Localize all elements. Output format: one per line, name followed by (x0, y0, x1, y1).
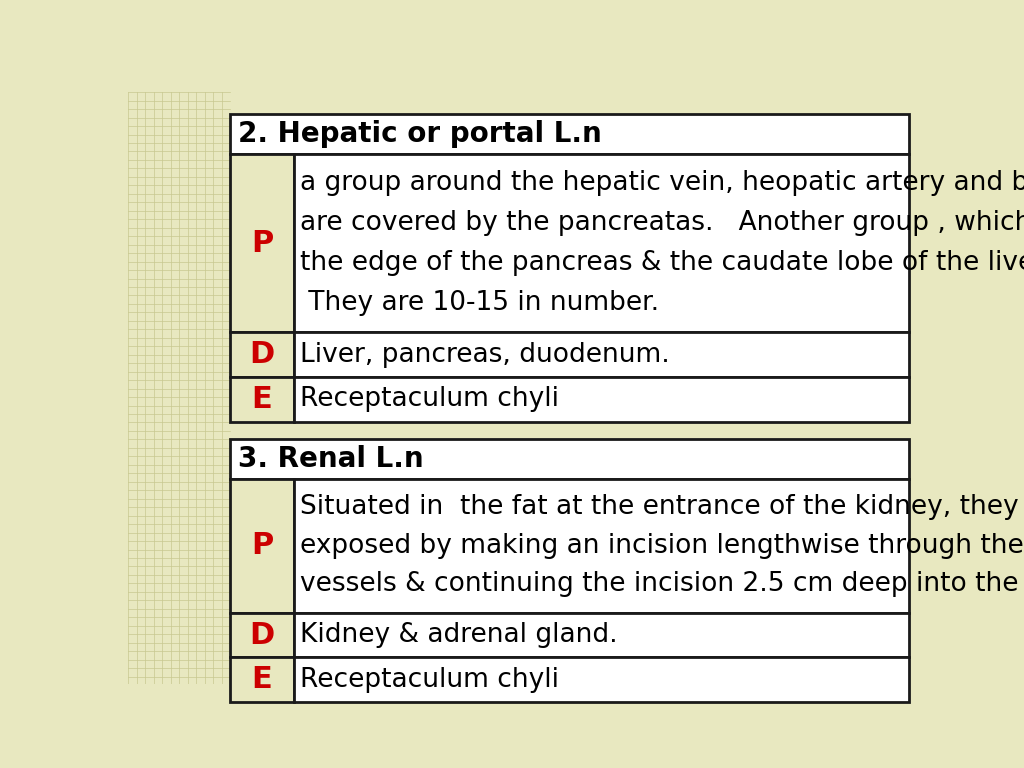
Text: Receptaculum chyli: Receptaculum chyli (300, 667, 559, 693)
Text: are covered by the pancreatas.   Another group , which includes: are covered by the pancreatas. Another g… (300, 210, 1024, 236)
Bar (294, 333, 909, 377)
Bar (230, 154, 294, 333)
Bar (230, 478, 294, 613)
Bar (230, 114, 909, 154)
Text: D: D (250, 340, 274, 369)
Text: Kidney & adrenal gland.: Kidney & adrenal gland. (300, 622, 617, 648)
Text: a group around the hepatic vein, heopatic artery and bile duct, &: a group around the hepatic vein, heopati… (300, 170, 1024, 196)
Text: Receptaculum chyli: Receptaculum chyli (300, 386, 559, 412)
Bar (294, 613, 909, 657)
Text: P: P (251, 531, 273, 560)
Bar (294, 657, 909, 702)
Bar (230, 333, 294, 377)
Bar (294, 154, 909, 333)
Text: They are 10-15 in number.: They are 10-15 in number. (300, 290, 659, 316)
Text: E: E (252, 385, 272, 414)
Text: 2. Hepatic or portal L.n: 2. Hepatic or portal L.n (238, 120, 602, 147)
Text: the edge of the pancreas & the caudate lobe of the liver.: the edge of the pancreas & the caudate l… (300, 250, 1024, 276)
Text: P: P (251, 229, 273, 257)
Bar (294, 377, 909, 422)
Text: vessels & continuing the incision 2.5 cm deep into the lumbar fat.: vessels & continuing the incision 2.5 cm… (300, 571, 1024, 598)
Text: Situated in  the fat at the entrance of the kidney, they can be: Situated in the fat at the entrance of t… (300, 494, 1024, 520)
Text: D: D (250, 621, 274, 650)
Bar (230, 657, 294, 702)
Bar (230, 439, 909, 478)
Text: Liver, pancreas, duodenum.: Liver, pancreas, duodenum. (300, 342, 670, 368)
Bar (294, 478, 909, 613)
Text: E: E (252, 665, 272, 694)
Text: exposed by making an incision lengthwise through the blood: exposed by making an incision lengthwise… (300, 533, 1024, 558)
Bar (230, 377, 294, 422)
Text: 3. Renal L.n: 3. Renal L.n (238, 445, 424, 472)
Bar (230, 613, 294, 657)
